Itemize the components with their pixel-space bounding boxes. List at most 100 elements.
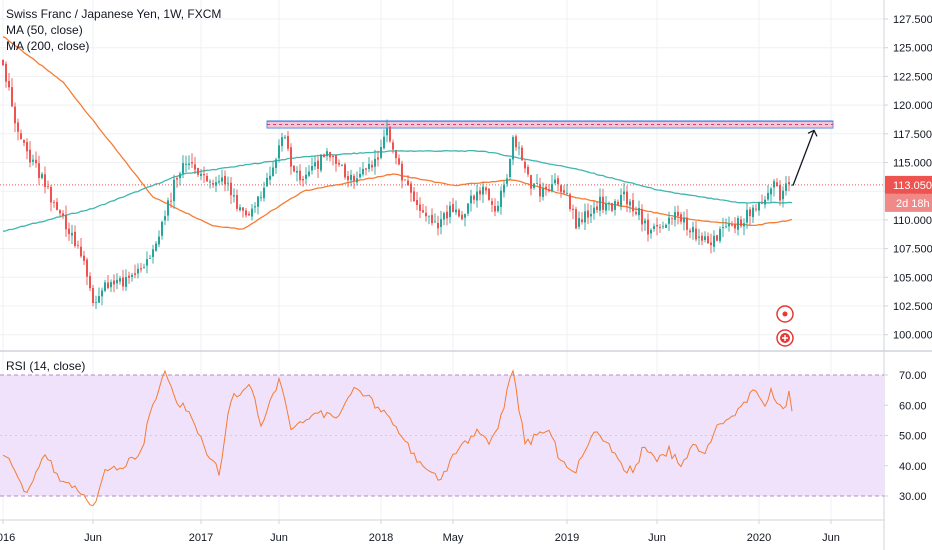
candle [338, 159, 340, 167]
candle [155, 241, 157, 252]
candle [296, 166, 298, 182]
candle [359, 167, 361, 179]
candle [728, 216, 730, 232]
candle [578, 211, 580, 230]
candle [266, 172, 268, 187]
rsi-legend-box: RSI (14, close) [6, 358, 85, 374]
candle [119, 275, 121, 285]
candle [380, 139, 382, 160]
rsi-legend[interactable]: RSI (14, close) [6, 359, 86, 373]
candle [545, 183, 547, 196]
candle [506, 174, 508, 187]
ma200-legend[interactable]: MA (200, close) [6, 39, 90, 53]
candle [638, 200, 640, 221]
candle [152, 244, 154, 264]
candle [350, 169, 352, 187]
projection-arrow [792, 130, 815, 186]
candle [404, 179, 406, 181]
candle [26, 138, 28, 160]
candle [677, 205, 679, 225]
candle [314, 155, 316, 171]
candle [29, 141, 31, 168]
candle [398, 154, 400, 166]
ma50-legend[interactable]: MA (50, close) [6, 23, 83, 37]
candle [434, 213, 436, 223]
time-tick-label: Jun [84, 532, 102, 544]
rsi-line [2, 369, 793, 507]
candle [251, 203, 253, 221]
candle [71, 224, 73, 245]
symbol-title[interactable]: Swiss Franc / Japanese Yen, 1W, FXCM [6, 7, 222, 21]
candle [98, 287, 100, 303]
candle [521, 145, 523, 161]
economic-event-icon[interactable] [776, 305, 794, 323]
time-tick-label: 2016 [0, 532, 15, 544]
candle [218, 174, 220, 185]
candle [461, 210, 463, 221]
candle [518, 141, 520, 156]
candle [779, 180, 781, 206]
candle [725, 218, 727, 229]
candle [257, 196, 259, 215]
candle [23, 139, 25, 147]
candle [542, 182, 544, 201]
candle [689, 228, 691, 239]
candle [737, 215, 739, 236]
candle [290, 143, 292, 175]
candle [14, 102, 16, 133]
candle [110, 279, 112, 293]
candle [161, 220, 163, 240]
candle [101, 287, 103, 306]
candle [464, 213, 466, 227]
candle [758, 201, 760, 216]
candle [197, 167, 199, 177]
add-event-icon[interactable] [776, 329, 794, 347]
candle [488, 187, 490, 201]
candle [584, 203, 586, 230]
candle [287, 131, 289, 152]
candle [419, 197, 421, 219]
candle [50, 184, 52, 212]
candle [35, 151, 37, 168]
chart-legend: Swiss Franc / Japanese Yen, 1W, FXCM MA … [6, 6, 221, 54]
candle [260, 191, 262, 202]
candle [149, 254, 151, 259]
candle [125, 269, 127, 291]
time-tick-label: 2020 [747, 532, 771, 544]
candle [476, 184, 478, 208]
candle [239, 204, 241, 212]
candle [575, 206, 577, 230]
candle [413, 187, 415, 202]
candle [692, 221, 694, 240]
candle [38, 155, 40, 185]
candle [83, 250, 85, 266]
candle [587, 203, 589, 225]
candle [224, 170, 226, 192]
candle [107, 275, 109, 290]
last-price-tag [885, 175, 932, 194]
candle [764, 195, 766, 209]
candle [335, 154, 337, 172]
candle [494, 198, 496, 217]
candle [221, 169, 223, 186]
candle [5, 61, 7, 88]
candle [272, 161, 274, 177]
candle [557, 175, 559, 192]
candle [200, 168, 202, 181]
candle [158, 230, 160, 248]
candle [470, 189, 472, 212]
candle [770, 186, 772, 203]
countdown-value: 2d 18h [896, 198, 930, 210]
candle [308, 165, 310, 178]
candle [440, 210, 442, 235]
candle [236, 189, 238, 212]
candle [362, 161, 364, 177]
rsi-tick-label: 50.00 [899, 431, 927, 443]
candle [596, 201, 598, 214]
candle [17, 118, 19, 141]
candle [536, 174, 538, 184]
candle [122, 269, 124, 291]
candle [788, 176, 790, 192]
candle [668, 211, 670, 231]
